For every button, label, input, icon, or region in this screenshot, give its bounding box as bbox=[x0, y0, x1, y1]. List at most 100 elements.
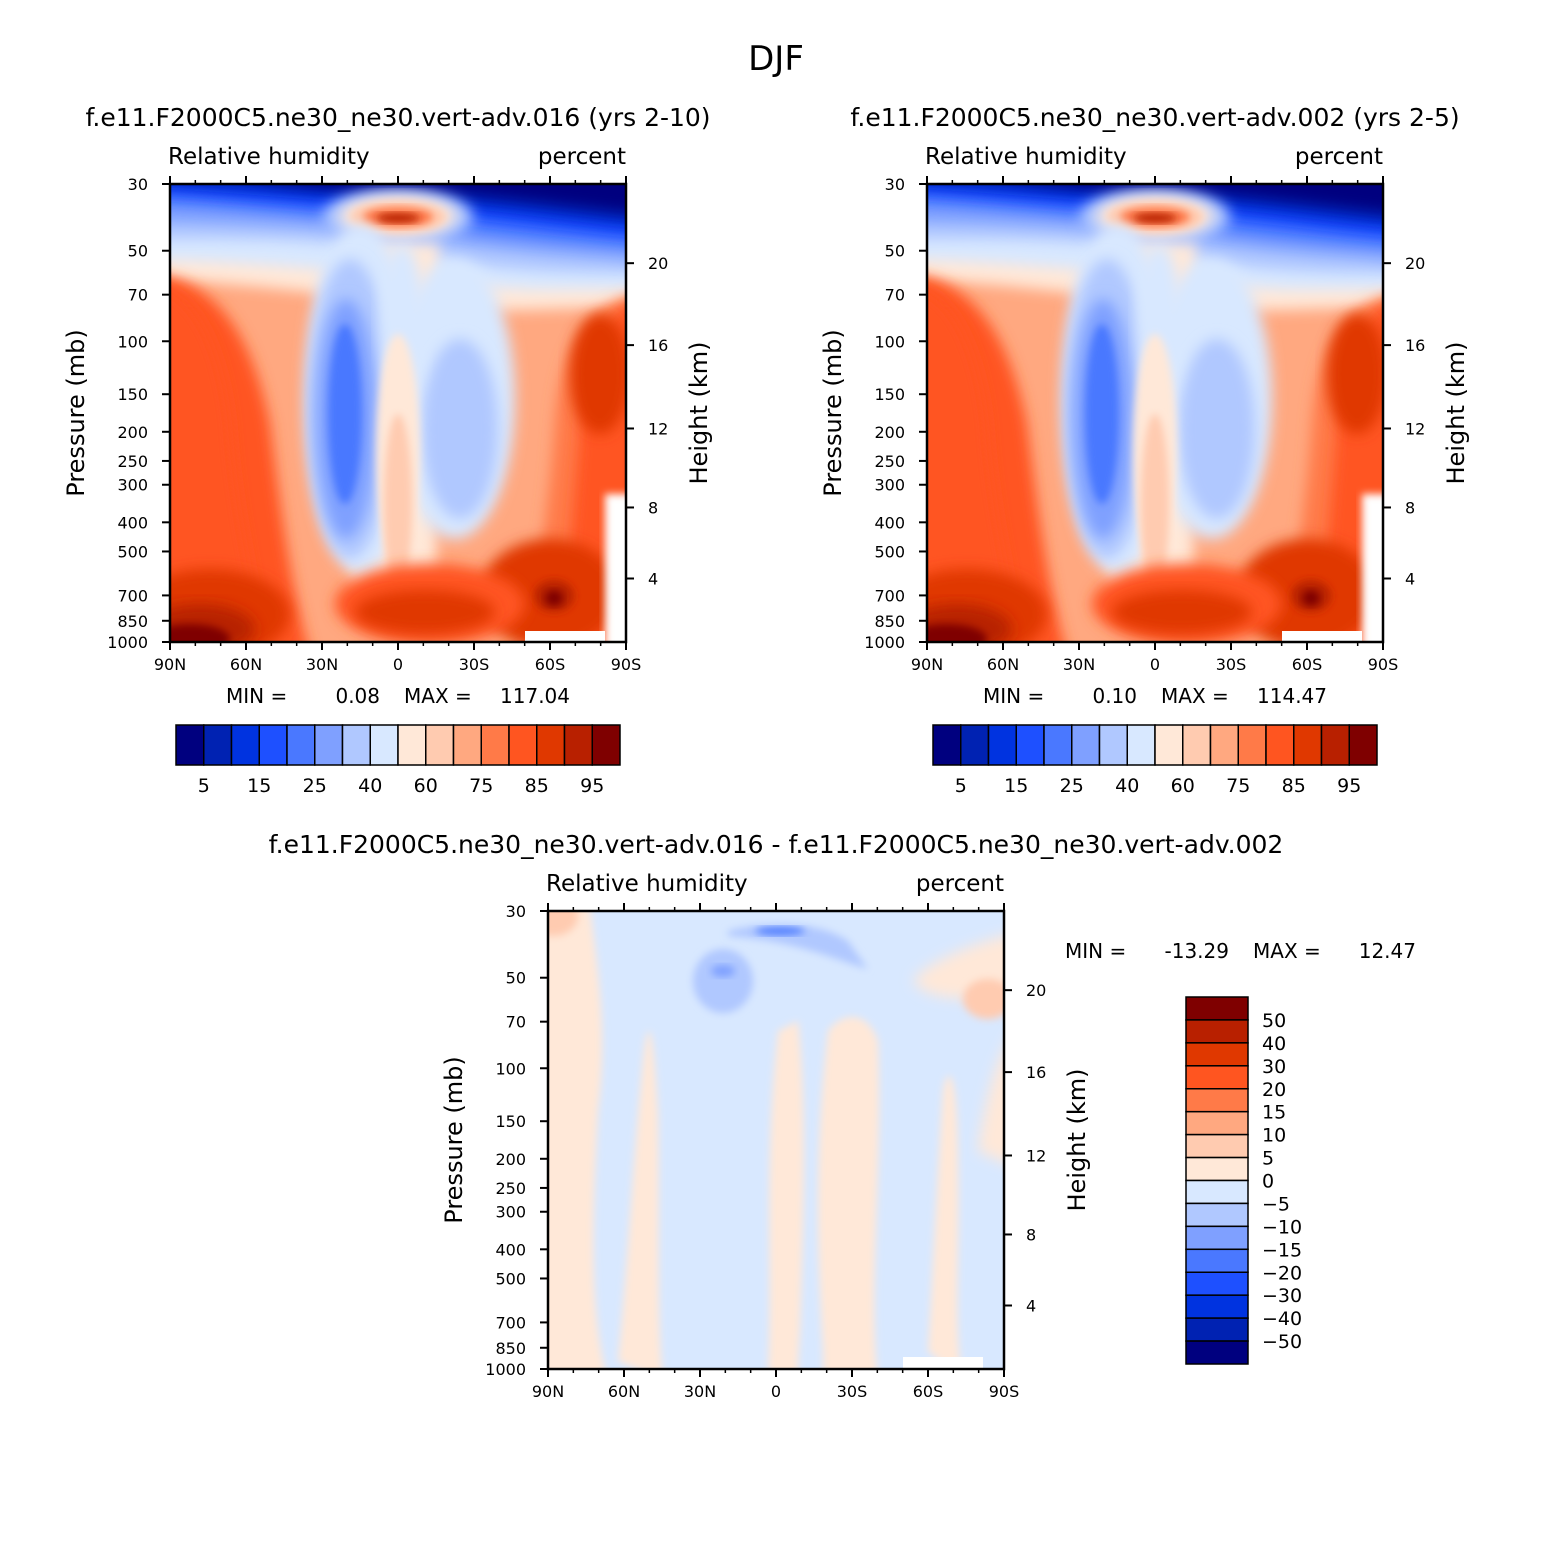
x-tick-label: 60N bbox=[987, 655, 1019, 674]
colorbar-box bbox=[1185, 1133, 1249, 1159]
x-tick-label: 90N bbox=[154, 655, 186, 674]
colorbar-label: 95 bbox=[580, 775, 604, 797]
contour-region bbox=[1133, 213, 1177, 223]
colorbar-box bbox=[536, 724, 566, 766]
y-tick-label: 200 bbox=[117, 423, 148, 442]
contour-region bbox=[963, 979, 1004, 1019]
colorbar-box bbox=[1185, 1317, 1249, 1342]
contour-region bbox=[384, 414, 412, 594]
contour-region bbox=[755, 927, 805, 935]
y-tick-label: 150 bbox=[117, 385, 148, 404]
y2-tick-label: 12 bbox=[648, 419, 668, 438]
y-tick-label: 1000 bbox=[485, 1360, 526, 1379]
contour-region bbox=[818, 1017, 880, 1369]
colorbar-box bbox=[258, 724, 288, 766]
colorbar-label: 60 bbox=[414, 775, 438, 797]
y-axis-label: Pressure (mb) bbox=[440, 1056, 468, 1223]
rh-difference-panel: f.e11.F2000C5.ne30_ne30.vert-adv.016 - f… bbox=[269, 830, 1416, 1401]
colorbar-label: 0 bbox=[1262, 1171, 1274, 1193]
y-tick-label: 850 bbox=[874, 612, 905, 631]
colorbar-label: 15 bbox=[1262, 1102, 1286, 1124]
colorbar-box bbox=[932, 724, 962, 766]
page-title: DJF bbox=[748, 39, 804, 79]
max-value: 12.47 bbox=[1359, 939, 1416, 963]
y-tick-label: 200 bbox=[874, 423, 905, 442]
colorbar-box bbox=[425, 724, 455, 766]
y2-tick-label: 8 bbox=[1026, 1225, 1036, 1244]
colorbar-box bbox=[1265, 724, 1295, 766]
colorbar-label: 15 bbox=[247, 775, 271, 797]
x-tick-label: 60N bbox=[230, 655, 262, 674]
missing-data-region bbox=[605, 494, 626, 642]
contour-region bbox=[978, 1050, 1004, 1163]
min-value: -13.29 bbox=[1165, 939, 1229, 963]
units-label: percent bbox=[538, 144, 626, 170]
panel-title: f.e11.F2000C5.ne30_ne30.vert-adv.016 (yr… bbox=[85, 103, 710, 132]
colorbar-box bbox=[1209, 724, 1239, 766]
rh-panel-vert-adv-016: f.e11.F2000C5.ne30_ne30.vert-adv.016 (yr… bbox=[62, 103, 713, 797]
x-tick-label: 60S bbox=[535, 655, 566, 674]
colorbar-box bbox=[480, 724, 510, 766]
min-value: 0.08 bbox=[335, 684, 380, 708]
y2-tick-label: 16 bbox=[648, 336, 668, 355]
y-tick-label: 700 bbox=[117, 586, 148, 605]
colorbar-label: −40 bbox=[1262, 1308, 1302, 1330]
colorbar: 5 15 25 40 60 75 85 95 bbox=[932, 724, 1378, 797]
colorbar-label: 25 bbox=[1060, 775, 1084, 797]
contour-region bbox=[928, 1075, 961, 1369]
contour-region bbox=[170, 624, 230, 642]
contour-field bbox=[927, 184, 1383, 642]
contour-field bbox=[170, 184, 626, 642]
colorbar-label: 5 bbox=[198, 775, 210, 797]
colorbar-box bbox=[341, 724, 371, 766]
y-tick-label: 30 bbox=[885, 175, 905, 194]
units-label: percent bbox=[916, 871, 1004, 897]
y-tick-label: 1000 bbox=[107, 633, 148, 652]
x-tick-label: 30N bbox=[684, 1382, 716, 1401]
min-label: MIN = bbox=[226, 684, 287, 708]
y-tick-label: 400 bbox=[495, 1240, 526, 1259]
y2-tick-label: 16 bbox=[1405, 336, 1425, 355]
y2-tick-label: 4 bbox=[1026, 1297, 1036, 1316]
colorbar-label: 85 bbox=[525, 775, 549, 797]
colorbar-label: 50 bbox=[1262, 1010, 1286, 1032]
y-axis-label: Pressure (mb) bbox=[62, 329, 90, 496]
y-tick-label: 500 bbox=[117, 542, 148, 561]
colorbar-box bbox=[1185, 1110, 1249, 1136]
missing-data-region bbox=[1362, 494, 1383, 642]
contour-region bbox=[768, 1021, 804, 1369]
colorbar-label: 5 bbox=[955, 775, 967, 797]
contour-region bbox=[328, 324, 362, 504]
colorbar-label: 75 bbox=[1226, 775, 1250, 797]
colorbar-box bbox=[960, 724, 990, 766]
contour-region bbox=[1085, 324, 1119, 504]
y-tick-label: 50 bbox=[885, 242, 905, 261]
y2-axis-label: Height (km) bbox=[1063, 1069, 1091, 1212]
min-value: 0.10 bbox=[1092, 684, 1137, 708]
x-tick-label: 60S bbox=[913, 1382, 944, 1401]
min-label: MIN = bbox=[983, 684, 1044, 708]
colorbar-box bbox=[508, 724, 538, 766]
colorbar-label: −10 bbox=[1262, 1216, 1302, 1238]
colorbar-box bbox=[1182, 724, 1212, 766]
variable-label: Relative humidity bbox=[925, 144, 1127, 170]
colorbar-box bbox=[987, 724, 1017, 766]
colorbar-box bbox=[1185, 1179, 1249, 1205]
colorbar-box bbox=[1185, 996, 1249, 1021]
contour-field bbox=[548, 911, 1004, 1369]
contour-region bbox=[711, 965, 735, 977]
y2-axis-label: Height (km) bbox=[1442, 342, 1470, 485]
colorbar-box bbox=[1185, 1042, 1249, 1067]
y-tick-label: 300 bbox=[117, 476, 148, 495]
colorbar-box bbox=[397, 724, 427, 766]
contour-region bbox=[1141, 414, 1169, 594]
missing-data-region bbox=[525, 631, 605, 642]
y-tick-label: 70 bbox=[128, 286, 148, 305]
colorbar-box bbox=[1237, 724, 1267, 766]
contour-region bbox=[548, 911, 578, 936]
y2-tick-label: 16 bbox=[1026, 1063, 1046, 1082]
colorbar-label: 85 bbox=[1282, 775, 1306, 797]
colorbar-box bbox=[1098, 724, 1128, 766]
y2-tick-label: 4 bbox=[648, 570, 658, 589]
x-tick-label: 60N bbox=[608, 1382, 640, 1401]
